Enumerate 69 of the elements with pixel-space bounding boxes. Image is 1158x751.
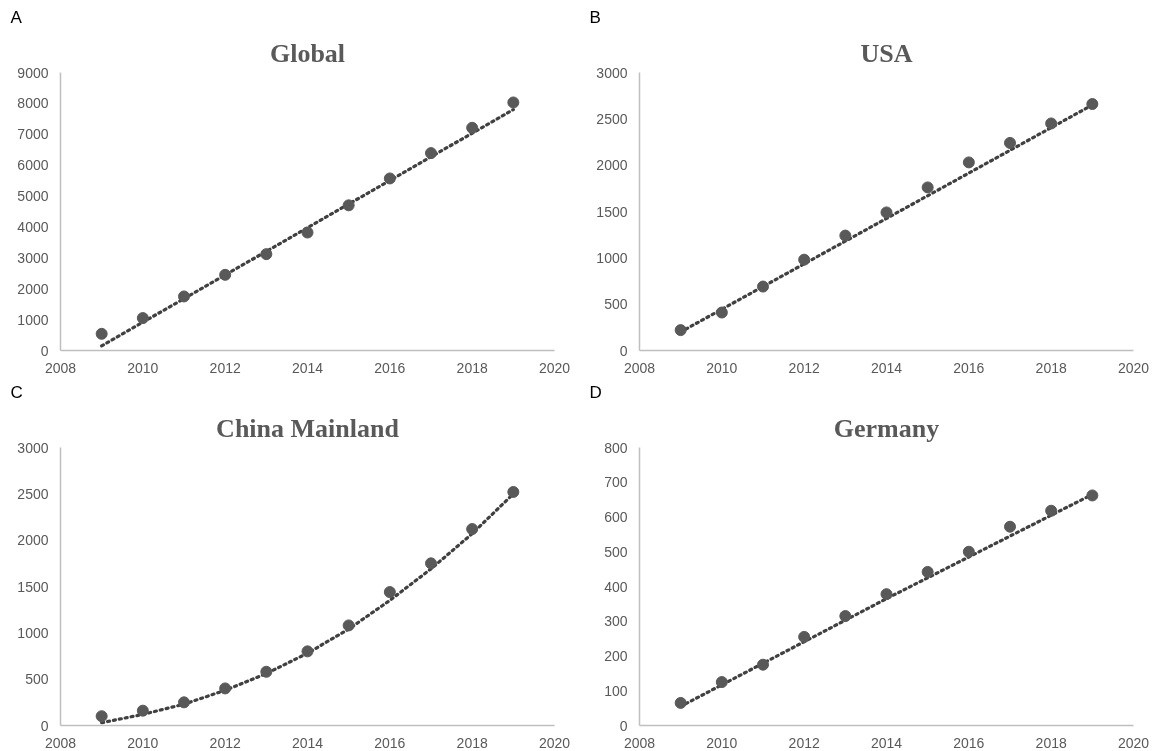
y-tick-label: 500: [604, 296, 628, 313]
y-tick-label: 500: [25, 671, 49, 688]
y-tick-label: 4000: [17, 218, 49, 235]
y-tick-label: 700: [604, 474, 628, 491]
x-tick-label: 2008: [623, 359, 656, 376]
x-tick-label: 2008: [44, 359, 77, 376]
x-tick-label: 2020: [1117, 734, 1150, 751]
x-tick-label: 2018: [1035, 359, 1067, 376]
y-tick-label: 3000: [596, 64, 628, 81]
y-tick-label: 8000: [17, 95, 49, 112]
x-tick-label: 2018: [456, 359, 488, 376]
x-tick-label: 2020: [538, 734, 571, 751]
y-tick-label: 200: [604, 648, 628, 664]
y-tick-label: 3000: [17, 439, 49, 456]
x-tick-label: 2016: [953, 359, 985, 376]
x-tick-label: 2016: [374, 359, 406, 376]
y-tick-label: 2500: [596, 110, 628, 127]
x-tick-label: 2018: [1035, 734, 1067, 751]
text: A: [10, 7, 23, 27]
y-tick-label: 0: [619, 342, 628, 359]
x-tick-label: 2012: [209, 734, 241, 751]
x-tick-label: 2016: [953, 734, 985, 751]
y-tick-label: 300: [604, 613, 628, 630]
x-tick-label: 2010: [706, 734, 738, 751]
y-tick-label: 1500: [596, 203, 628, 220]
chart-title: Global: [269, 38, 346, 68]
text: C: [10, 382, 23, 402]
y-tick-label: 0: [40, 717, 49, 734]
x-tick-label: 2012: [209, 359, 241, 376]
y-tick-label: 0: [40, 342, 49, 359]
y-tick-label: 2000: [596, 157, 628, 174]
y-tick-label: 2000: [17, 532, 49, 549]
y-tick-label: 100: [604, 682, 628, 699]
y-tick-label: 600: [604, 509, 628, 525]
x-tick-label: 2008: [44, 734, 77, 751]
x-tick-label: 2008: [623, 734, 656, 751]
x-tick-label: 2014: [870, 359, 903, 376]
y-tick-label: 0: [619, 717, 628, 734]
y-tick-label: 5000: [17, 188, 49, 205]
x-tick-label: 2020: [538, 359, 571, 376]
chart-title: Germany: [833, 413, 940, 443]
y-tick-label: 400: [604, 578, 628, 595]
x-tick-label: 2010: [127, 734, 159, 751]
y-tick-label: 500: [604, 543, 628, 560]
x-tick-label: 2012: [788, 359, 820, 376]
x-tick-label: 2014: [870, 734, 903, 751]
x-tick-label: 2012: [788, 734, 820, 751]
text: B: [589, 7, 601, 27]
chart-title: China Mainland: [216, 413, 400, 443]
y-tick-label: 2000: [17, 280, 49, 297]
x-tick-label: 2014: [291, 734, 324, 751]
x-tick-label: 2016: [374, 734, 406, 751]
text: D: [589, 382, 602, 402]
y-tick-label: 1000: [17, 624, 49, 641]
y-tick-label: 6000: [17, 157, 49, 174]
x-tick-label: 2010: [127, 359, 159, 376]
x-tick-label: 2014: [291, 359, 324, 376]
y-tick-label: 2500: [17, 485, 49, 502]
y-tick-label: 9000: [17, 64, 49, 81]
y-tick-label: 1500: [17, 578, 49, 595]
y-tick-label: 1000: [596, 249, 628, 266]
y-tick-label: 3000: [17, 249, 49, 266]
x-tick-label: 2018: [456, 734, 488, 751]
y-tick-label: 800: [604, 439, 628, 456]
chart-title: USA: [860, 38, 913, 68]
x-tick-label: 2010: [706, 359, 738, 376]
y-tick-label: 1000: [17, 311, 49, 328]
x-tick-label: 2020: [1117, 359, 1150, 376]
y-tick-label: 7000: [17, 126, 49, 143]
